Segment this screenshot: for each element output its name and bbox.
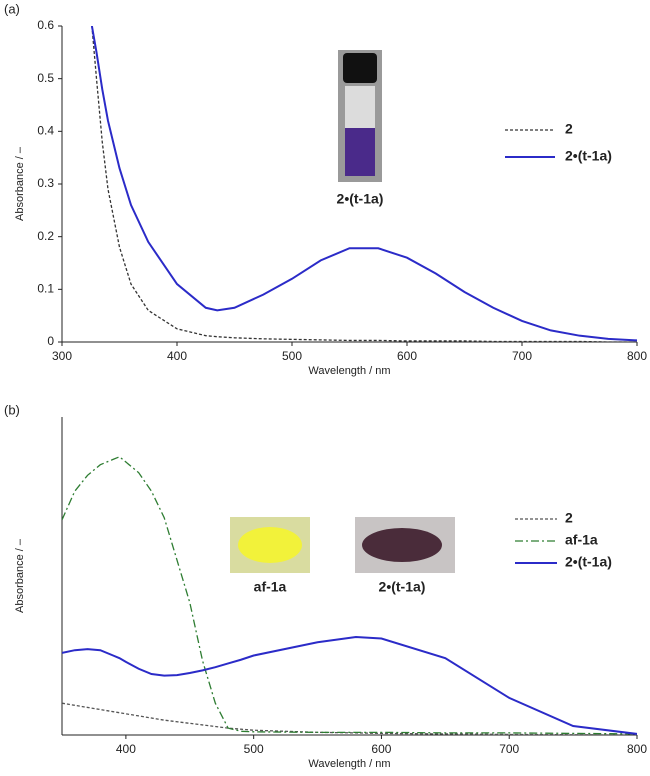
yellow-powder [238,527,302,563]
series-line [62,635,637,735]
legend-label: 2 [565,121,573,137]
legend-label: 2•(t-1a) [565,148,612,164]
y-axis-title: Absorbance / – [14,146,26,221]
image-caption: 2•(t-1a) [337,191,384,207]
y-tick-label: 0 [47,334,54,348]
x-tick-label: 500 [282,349,302,363]
y-tick-label: 0.5 [37,71,54,85]
y-axis-title: Absorbance / – [14,538,26,613]
series-line [90,26,637,342]
x-tick-label: 400 [167,349,187,363]
y-tick-label: 0.3 [37,176,54,190]
legend-label: 2 [565,510,573,526]
x-tick-label: 500 [244,742,264,756]
x-tick-label: 600 [397,349,417,363]
y-tick-label: 0.4 [37,124,54,138]
legend-label: af-1a [565,532,598,548]
x-tick-label: 300 [52,349,72,363]
x-tick-label: 400 [116,742,136,756]
vial-photo [338,50,382,182]
x-tick-label: 600 [371,742,391,756]
y-tick-label: 0.2 [37,229,54,243]
purple-powder [362,528,442,562]
panel-label: (a) [4,1,20,16]
x-axis-title: Wavelength / nm [308,365,390,377]
image-caption: 2•(t-1a) [379,579,426,595]
legend-label: 2•(t-1a) [565,554,612,570]
x-tick-label: 800 [627,349,647,363]
x-tick-label: 700 [499,742,519,756]
x-tick-label: 700 [512,349,532,363]
y-tick-label: 0.1 [37,282,54,296]
y-tick-label: 0.6 [37,18,54,32]
series-line [62,702,637,735]
panel-label: (b) [4,402,20,417]
x-tick-label: 800 [627,742,647,756]
image-caption: af-1a [254,579,287,595]
series-line [62,455,637,735]
x-axis-title: Wavelength / nm [308,758,390,770]
